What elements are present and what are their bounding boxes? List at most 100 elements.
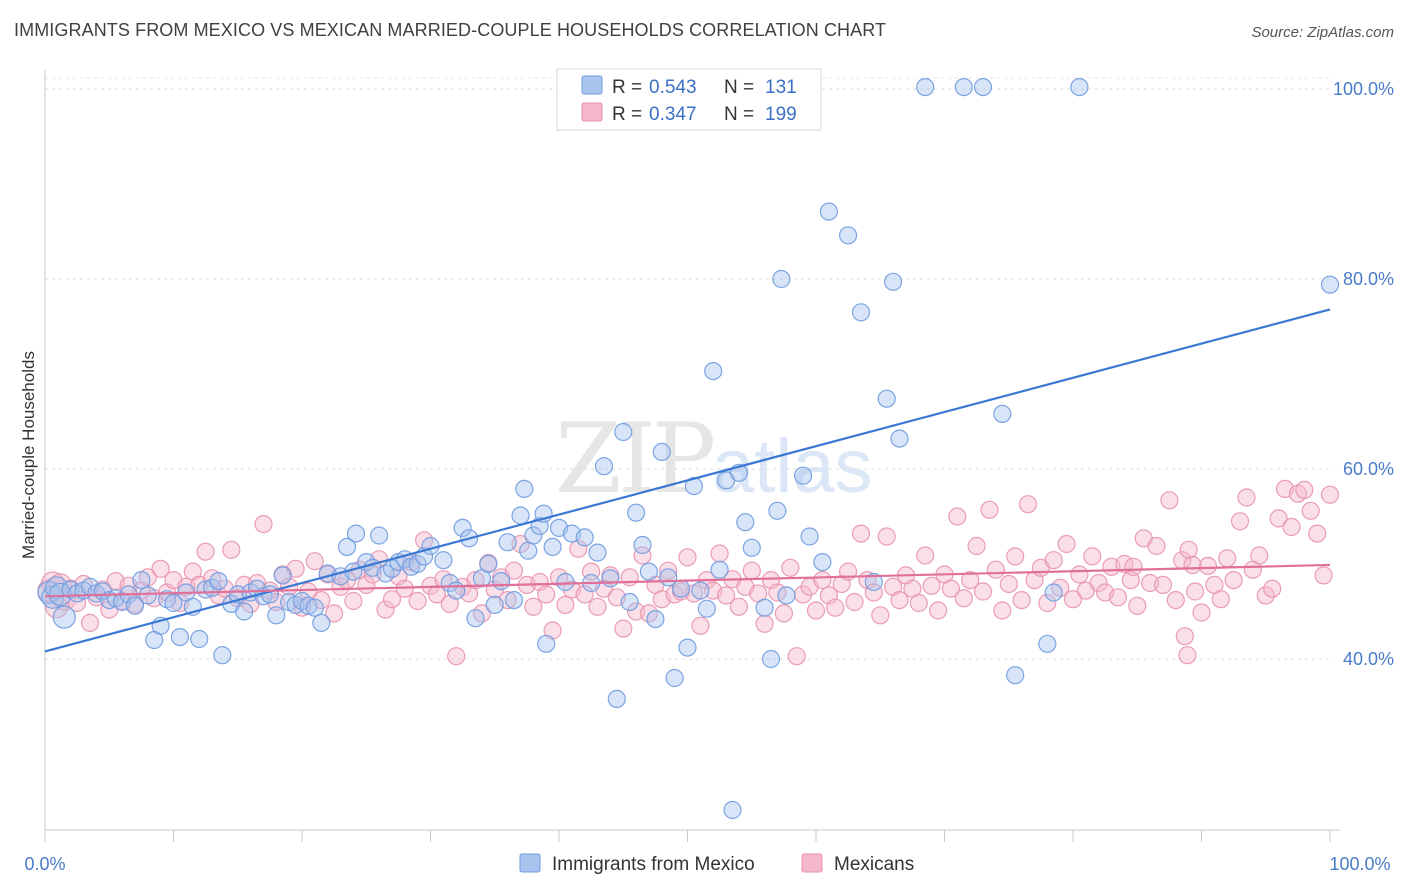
immigrants-point (346, 524, 366, 543)
mexicans-point (331, 577, 350, 596)
legend-n-value-blue: 131 (765, 77, 797, 98)
immigrants-point (44, 576, 69, 600)
legend-top: R = 0.543 N = 131 R = 0.347 N = 199 (556, 68, 822, 131)
mexicans-point (928, 601, 948, 620)
mexicans-point (1166, 590, 1185, 610)
immigrants-point (671, 579, 691, 598)
legend-n-label-blue: N = (724, 77, 754, 98)
mexicans-point (1192, 603, 1211, 622)
immigrants-point (890, 429, 909, 448)
mexicans-point (504, 561, 524, 580)
immigrants-point (777, 586, 796, 605)
x-tick-label-min: 0.0% (24, 854, 65, 874)
mexicans-point (742, 561, 761, 580)
mexicans-point (691, 616, 710, 635)
immigrants-point (1320, 275, 1340, 294)
immigrants-point (209, 571, 228, 591)
immigrants-point (793, 466, 813, 485)
immigrants-point (1038, 634, 1057, 653)
mexicans-point (1044, 551, 1063, 570)
immigrants-point (421, 536, 440, 556)
y-tick-label-40: 40.0% (1343, 649, 1394, 669)
mexicans-point (716, 586, 736, 605)
immigrants-point (993, 404, 1012, 423)
mexicans-point (678, 548, 697, 567)
mexicans-point (633, 546, 652, 565)
trend-line-mexicans (44, 563, 1331, 598)
immigrants-point (594, 457, 614, 476)
immigrants-point (864, 572, 883, 592)
immigrants-point (537, 634, 556, 653)
immigrants-point (601, 569, 620, 588)
immigrants-point (614, 422, 633, 442)
immigrants-point (633, 535, 652, 555)
immigrants-point (337, 537, 357, 557)
mexicans-point (1108, 588, 1128, 607)
mexicans-point (954, 589, 973, 608)
mexicans-point (1160, 491, 1179, 510)
mexicans-point (1263, 579, 1282, 598)
immigrants-point (755, 598, 774, 617)
mexicans-point (524, 597, 543, 616)
mexicans-point (1250, 546, 1269, 565)
axes (44, 70, 1340, 831)
x-ticks (44, 830, 1331, 842)
immigrants-point (639, 562, 659, 581)
mexicans-point (1179, 540, 1198, 559)
immigrants-point (626, 503, 646, 522)
mexicans-point (1308, 524, 1327, 543)
immigrants-point (800, 527, 819, 546)
immigrants-point (479, 554, 498, 574)
immigrants-point (883, 272, 903, 291)
immigrants-point (1070, 77, 1089, 97)
mexicans-point (1198, 556, 1218, 576)
immigrants-point (575, 528, 594, 547)
mexicans-point (973, 582, 993, 601)
mexicans-point (851, 524, 871, 543)
immigrants-point (813, 552, 832, 572)
immigrants-point (196, 580, 215, 599)
mexicans-point (344, 591, 363, 611)
mexicans-point (871, 606, 890, 625)
mexicans-point (1124, 557, 1143, 576)
immigrants-point (678, 638, 697, 657)
mexicans-point (1314, 566, 1333, 585)
mexicans-point (941, 579, 961, 598)
immigrants-point (524, 526, 543, 545)
mexicans-point (710, 544, 729, 563)
mexicans-point (845, 592, 864, 612)
mexicans-point (787, 647, 806, 666)
immigrants-point (954, 77, 973, 97)
mexicans-point (864, 583, 883, 602)
immigrants-point (710, 560, 729, 579)
immigrants-point (916, 77, 935, 97)
immigrants-point (736, 513, 755, 532)
mexicans-point (151, 559, 170, 578)
legend-bottom: Immigrants from Mexico Mexicans (519, 853, 914, 875)
legend-bottom-label-mexicans: Mexicans (834, 854, 914, 875)
mexicans-point (305, 552, 324, 571)
immigrants-point (691, 581, 710, 600)
immigrants-point (382, 559, 402, 578)
mexicans-point (659, 561, 678, 580)
immigrants-point (299, 596, 318, 615)
mexicans-point (1128, 596, 1147, 615)
mexicans-point (376, 600, 395, 619)
mexicans-point (1230, 512, 1250, 531)
immigrants-point (556, 572, 575, 592)
mexicans-point (781, 558, 800, 577)
mexicans-point (813, 570, 832, 590)
immigrants-point (1006, 666, 1025, 685)
mexicans-point (1038, 593, 1057, 613)
immigrants-point (434, 551, 453, 570)
mexicans-point (1012, 590, 1031, 610)
immigrants-point (504, 590, 524, 610)
immigrants-point (52, 605, 76, 629)
immigrants-point (973, 77, 993, 97)
mexicans-point (466, 570, 485, 590)
mexicans-point (1175, 627, 1194, 646)
mexicans-point (1237, 488, 1256, 507)
series-mexicans-points (37, 479, 1340, 666)
mexicans-point (1218, 549, 1237, 568)
